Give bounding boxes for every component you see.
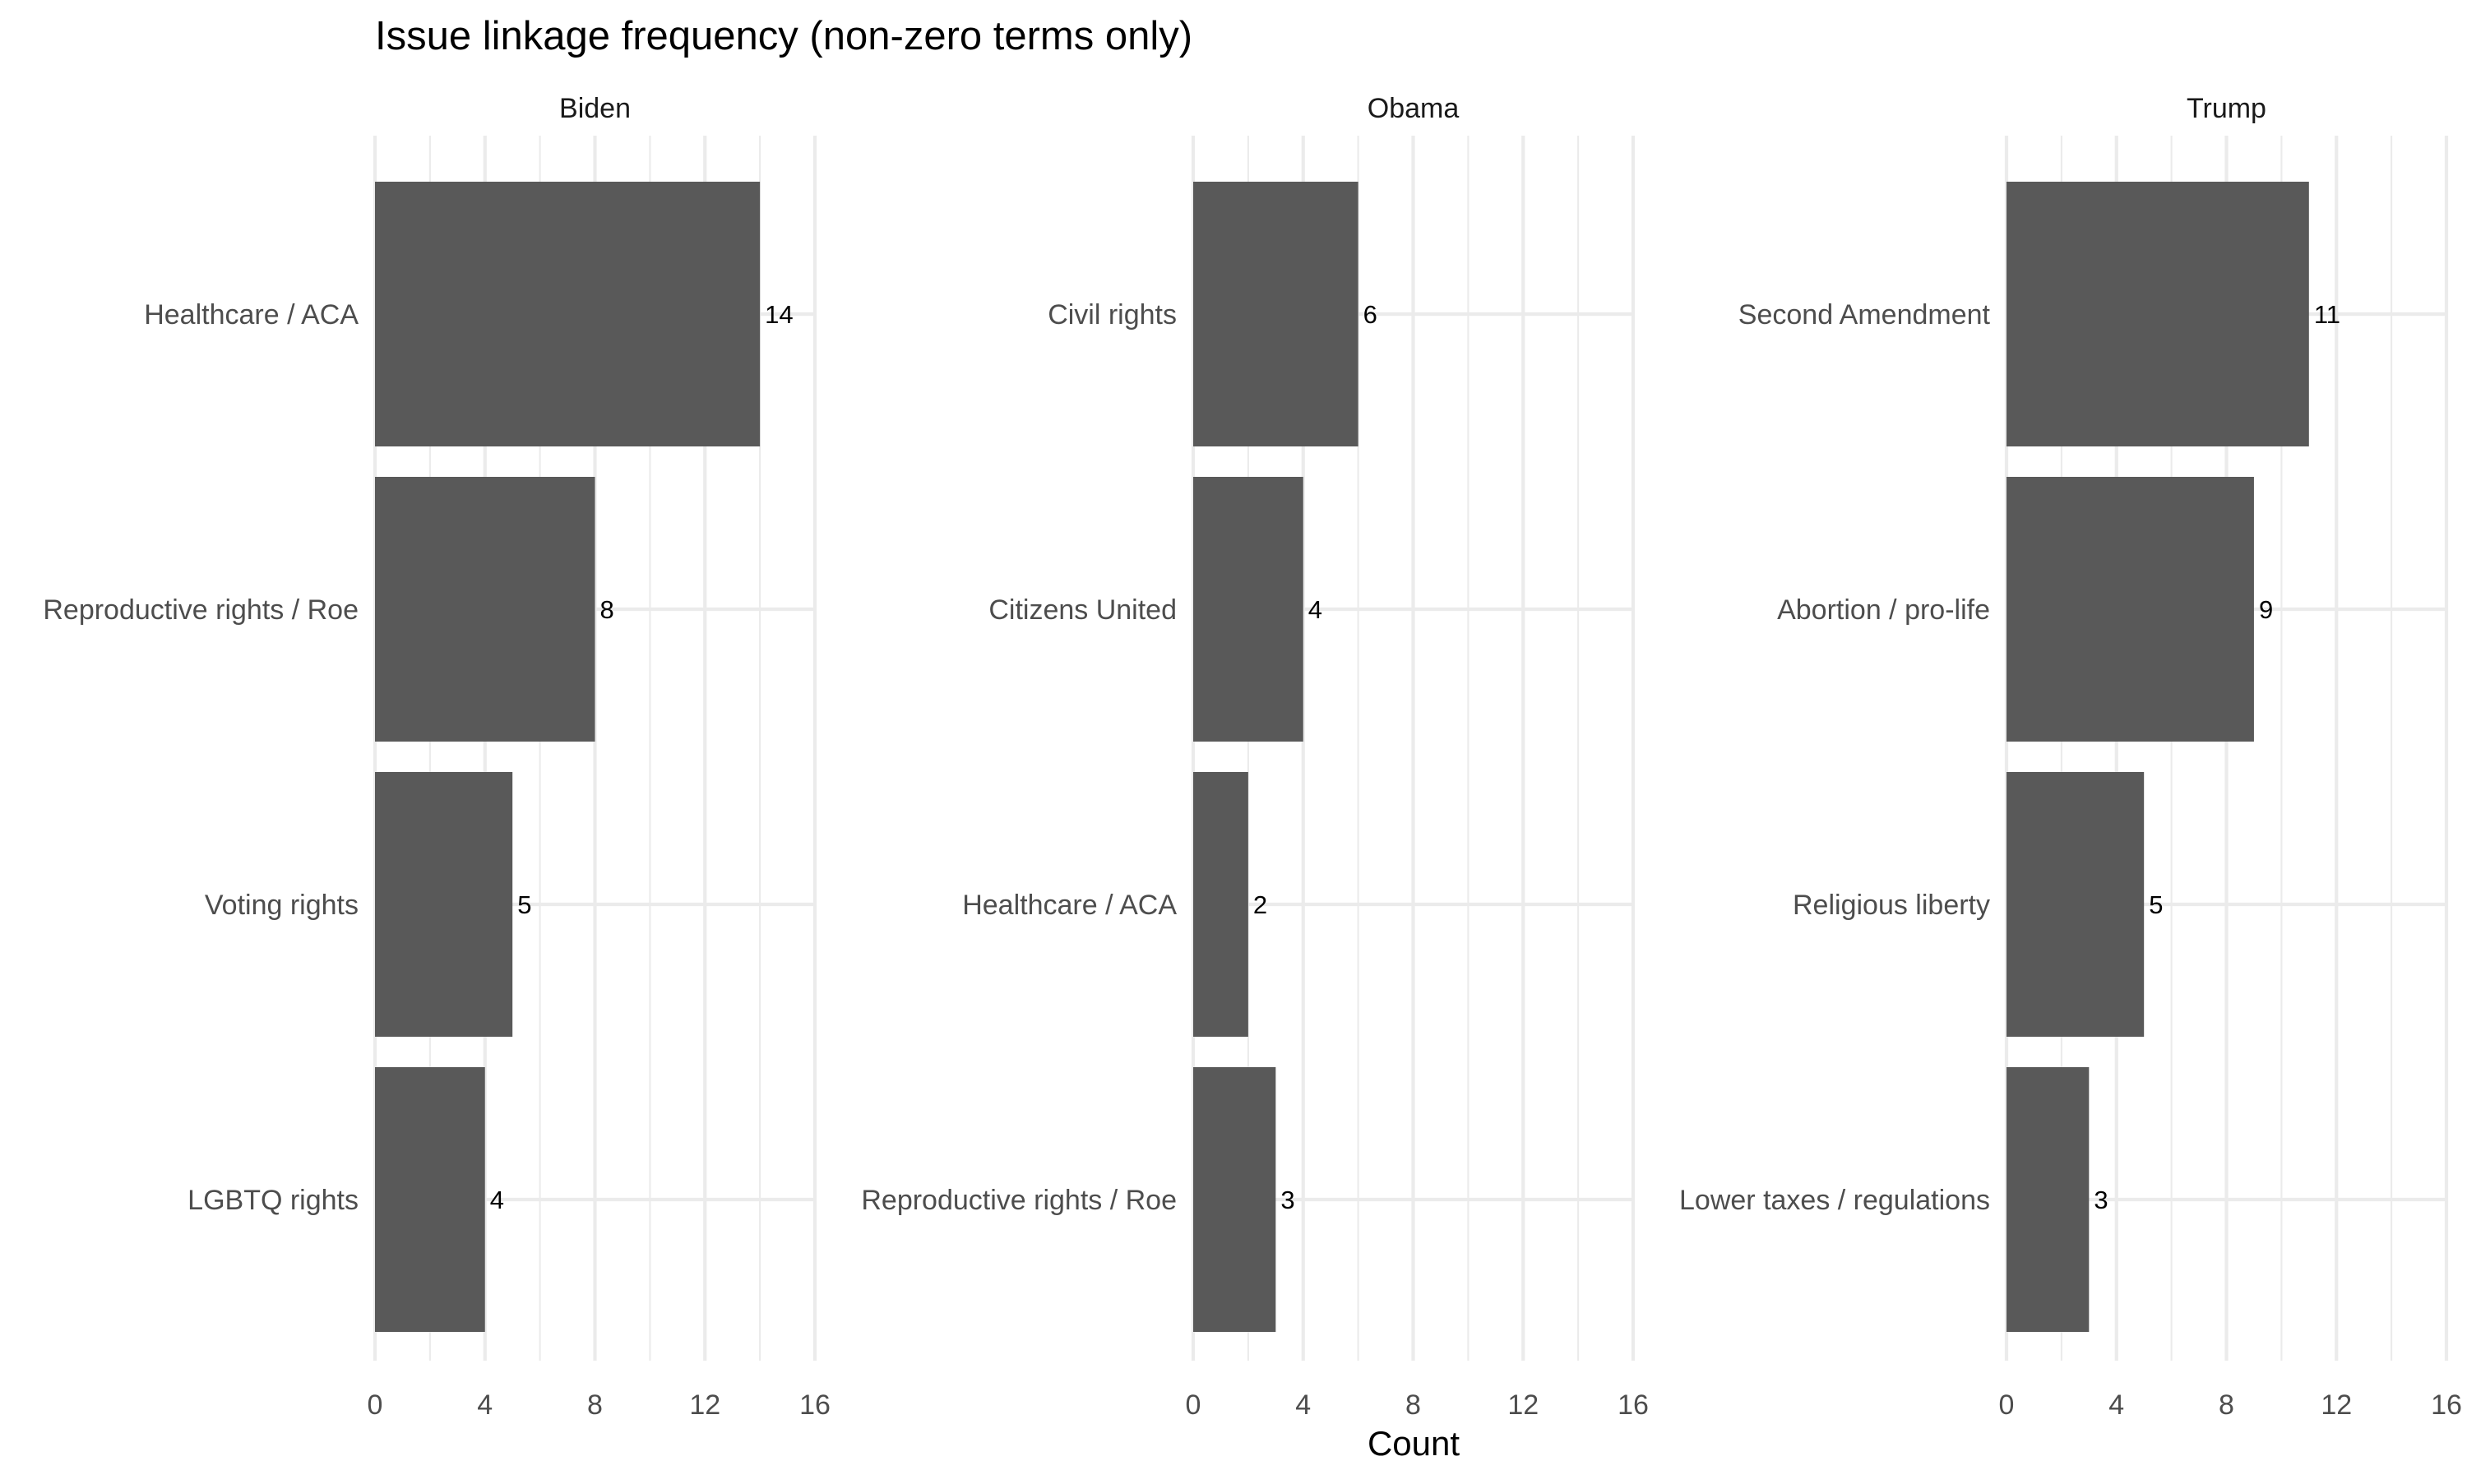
- facet-label: Trump: [2187, 93, 2266, 124]
- x-tick-label: 12: [689, 1389, 720, 1421]
- category-label: Reproductive rights / Roe: [861, 1185, 1177, 1216]
- facet-panel-biden: Biden Healthcare / ACA 14 Reproductive righ…: [43, 93, 831, 1421]
- value-label: 4: [1308, 595, 1322, 624]
- category-label: Healthcare / ACA: [144, 299, 359, 331]
- x-tick-label: 4: [1295, 1389, 1311, 1421]
- bar-trump-3: [2006, 1067, 2090, 1332]
- facet-panel-obama: Obama Civil rights 6 Citizens United 4 Health…: [861, 93, 1649, 1421]
- category-label: Healthcare / ACA: [962, 890, 1177, 921]
- x-tick-label: 4: [477, 1389, 493, 1421]
- value-label: 6: [1363, 300, 1377, 329]
- value-label: 3: [1280, 1186, 1294, 1214]
- x-tick-label: 8: [587, 1389, 603, 1421]
- value-label: 3: [2094, 1186, 2108, 1214]
- bar-obama-2: [1193, 772, 1248, 1037]
- value-label: 5: [517, 890, 531, 919]
- value-label: 9: [2259, 595, 2273, 624]
- facet-label: Obama: [1368, 93, 1460, 124]
- bar-biden-0: [375, 182, 761, 446]
- value-label: 11: [2314, 300, 2340, 329]
- category-label: Second Amendment: [1738, 299, 1991, 331]
- category-label: Abortion / pro-life: [1777, 594, 1990, 626]
- x-tick-label: 8: [1405, 1389, 1421, 1421]
- bar-obama-3: [1193, 1067, 1276, 1332]
- value-label: 4: [490, 1186, 504, 1214]
- bar-biden-1: [375, 477, 595, 742]
- facet-label: Biden: [559, 93, 631, 124]
- x-tick-label: 0: [368, 1389, 383, 1421]
- x-tick-label: 16: [2431, 1389, 2462, 1421]
- x-tick-label: 0: [1186, 1389, 1201, 1421]
- x-tick-label: 16: [799, 1389, 831, 1421]
- bar-trump-0: [2006, 182, 2309, 446]
- category-label: Voting rights: [205, 890, 359, 921]
- value-label: 2: [1253, 890, 1267, 919]
- x-tick-label: 0: [1999, 1389, 2015, 1421]
- value-label: 5: [2149, 890, 2163, 919]
- bar-obama-1: [1193, 477, 1303, 742]
- chart-title: Issue linkage frequency (non-zero terms …: [375, 14, 1192, 58]
- bar-trump-1: [2006, 477, 2254, 742]
- bar-biden-3: [375, 1067, 485, 1332]
- x-tick-label: 12: [2321, 1389, 2352, 1421]
- category-label: Reproductive rights / Roe: [43, 594, 359, 626]
- category-label: Lower taxes / regulations: [1679, 1185, 1990, 1216]
- category-label: Religious liberty: [1793, 890, 1990, 921]
- value-label: 8: [600, 595, 614, 624]
- value-label: 14: [765, 300, 793, 329]
- facet-panel-trump: Trump Second Amendment 11 Abortion / pro-li…: [1679, 93, 2462, 1421]
- bar-obama-0: [1193, 182, 1358, 446]
- x-axis-title: Count: [1368, 1424, 1460, 1463]
- bar-biden-2: [375, 772, 513, 1037]
- category-label: Citizens United: [988, 594, 1177, 626]
- category-label: Civil rights: [1048, 299, 1177, 331]
- x-tick-label: 4: [2108, 1389, 2124, 1421]
- x-tick-label: 8: [2219, 1389, 2234, 1421]
- x-tick-label: 16: [1618, 1389, 1649, 1421]
- category-label: LGBTQ rights: [187, 1185, 359, 1216]
- bar-trump-2: [2006, 772, 2145, 1037]
- x-tick-label: 12: [1507, 1389, 1539, 1421]
